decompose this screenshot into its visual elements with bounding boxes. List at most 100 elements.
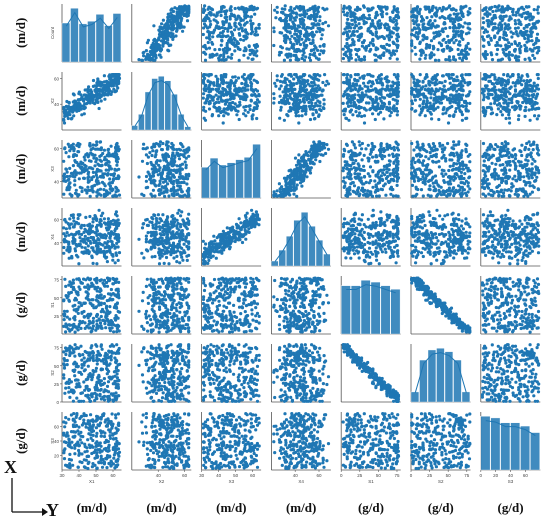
scatter-point: [312, 53, 315, 56]
scatter-point: [256, 104, 259, 107]
scatter-point: [367, 159, 370, 162]
scatter-point: [314, 19, 317, 22]
scatter-point: [78, 172, 81, 175]
scatter-point: [66, 175, 69, 178]
scatter-point: [286, 84, 289, 87]
scatter-point: [158, 46, 161, 49]
scatter-point: [162, 169, 165, 172]
scatter-point: [364, 85, 367, 88]
scatter-point: [363, 121, 366, 124]
scatter-point: [418, 104, 421, 107]
scatter-point: [370, 85, 373, 88]
scatter-point: [461, 88, 464, 91]
scatter-point: [314, 88, 317, 91]
histogram-bar: [178, 114, 184, 130]
scatter-point: [371, 195, 374, 198]
scatter-point: [507, 41, 510, 44]
scatter-point: [218, 107, 221, 110]
scatter-point: [491, 18, 494, 21]
scatter-point: [517, 19, 520, 22]
scatter-point: [240, 82, 243, 85]
scatter-point: [206, 87, 209, 90]
scatter-point: [226, 44, 229, 47]
scatter-point: [422, 194, 425, 197]
scatter-point: [461, 94, 464, 97]
scatter-point: [437, 118, 440, 121]
scatter-point: [378, 77, 381, 80]
scatter-point: [495, 113, 498, 116]
scatter-point: [346, 144, 349, 147]
histogram-bar: [88, 21, 96, 62]
scatter-point: [292, 193, 295, 196]
histogram-bar: [227, 163, 235, 198]
scatter-point: [354, 87, 357, 90]
scatter-point: [425, 16, 428, 19]
scatter-point: [430, 117, 433, 120]
scatter-point: [389, 193, 392, 196]
scatter-point: [380, 45, 383, 48]
scatter-point: [179, 185, 182, 188]
scatter-point: [253, 106, 256, 109]
scatter-point: [386, 23, 389, 26]
scatter-point: [353, 143, 356, 146]
scatter-point: [357, 114, 360, 117]
scatter-point: [442, 169, 445, 172]
scatter-point: [378, 154, 381, 157]
scatter-point: [356, 6, 359, 9]
scatter-point: [390, 30, 393, 33]
scatter-point: [395, 154, 398, 157]
scatter-point: [496, 48, 499, 51]
scatter-point: [95, 174, 98, 177]
scatter-point: [284, 180, 287, 183]
scatter-point: [89, 166, 92, 169]
scatter-point: [116, 142, 119, 145]
scatter-point: [418, 89, 421, 92]
scatter-point: [487, 24, 490, 27]
scatter-point: [87, 175, 90, 178]
scatter-point: [167, 141, 170, 144]
scatter-point: [522, 79, 525, 82]
scatter-point: [497, 4, 500, 7]
scatter-point: [363, 95, 366, 98]
scatter-point: [351, 23, 354, 26]
scatter-point: [308, 150, 311, 153]
scatter-point: [257, 23, 260, 26]
scatter-point: [452, 84, 455, 87]
scatter-point: [153, 59, 156, 62]
scatter-point: [452, 100, 455, 103]
scatter-point: [424, 114, 427, 117]
scatter-point: [62, 160, 65, 163]
scatter-point: [116, 160, 119, 163]
histogram-bar: [171, 94, 177, 130]
scatter-point: [179, 188, 182, 191]
scatter-point: [84, 188, 87, 191]
scatter-point: [294, 92, 297, 95]
scatter-point: [112, 177, 115, 180]
scatter-point: [272, 101, 275, 104]
scatter-point: [533, 57, 536, 60]
scatter-point: [379, 90, 382, 93]
scatter-point: [536, 46, 539, 49]
scatter-point: [238, 32, 241, 35]
scatter-point: [230, 53, 233, 56]
scatter-point: [304, 113, 307, 116]
scatter-point: [299, 75, 302, 78]
scatter-point: [297, 153, 300, 156]
scatter-point: [503, 94, 506, 97]
scatter-point: [415, 15, 418, 18]
scatter-point: [250, 99, 253, 102]
scatter-point: [222, 34, 225, 37]
scatter-point: [80, 187, 83, 190]
scatter-point: [302, 48, 305, 51]
scatter-point: [320, 49, 323, 52]
scatter-point: [427, 157, 430, 160]
scatter-point: [184, 160, 187, 163]
scatter-point: [281, 46, 284, 49]
scatter-point: [316, 12, 319, 15]
scatter-point: [81, 162, 84, 165]
scatter-point: [316, 78, 319, 81]
scatter-point: [318, 100, 321, 103]
scatter-point: [349, 193, 352, 196]
scatter-point: [254, 30, 257, 33]
scatter-point: [513, 108, 516, 111]
